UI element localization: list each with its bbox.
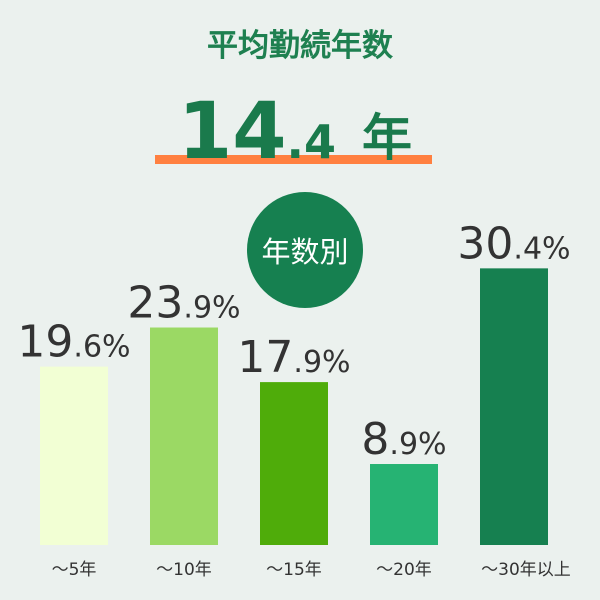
x-tick-label: 〜30年以上 — [481, 560, 571, 580]
x-tick-label: 〜5年 — [52, 560, 97, 580]
badge — [247, 192, 363, 308]
value-label: 30.4% — [457, 218, 570, 269]
bar — [370, 464, 438, 545]
value-label: 23.9% — [127, 278, 240, 329]
headline-unit: 年 — [362, 109, 412, 167]
headline-underline — [155, 155, 432, 164]
x-tick-label: 〜15年 — [266, 560, 322, 580]
x-tick-label: 〜20年 — [376, 560, 432, 580]
bar — [150, 327, 218, 545]
badge-label: 年数別 — [261, 235, 348, 269]
chart-title: 平均勤続年数 — [207, 28, 393, 64]
bar — [260, 382, 328, 545]
bar — [480, 268, 548, 545]
value-label: 17.9% — [237, 332, 350, 383]
value-label: 8.9% — [361, 414, 446, 465]
bar — [40, 366, 108, 545]
x-tick-label: 〜10年 — [156, 560, 212, 580]
value-label: 19.6% — [17, 317, 130, 368]
headline-value: 14.4 — [178, 87, 336, 177]
